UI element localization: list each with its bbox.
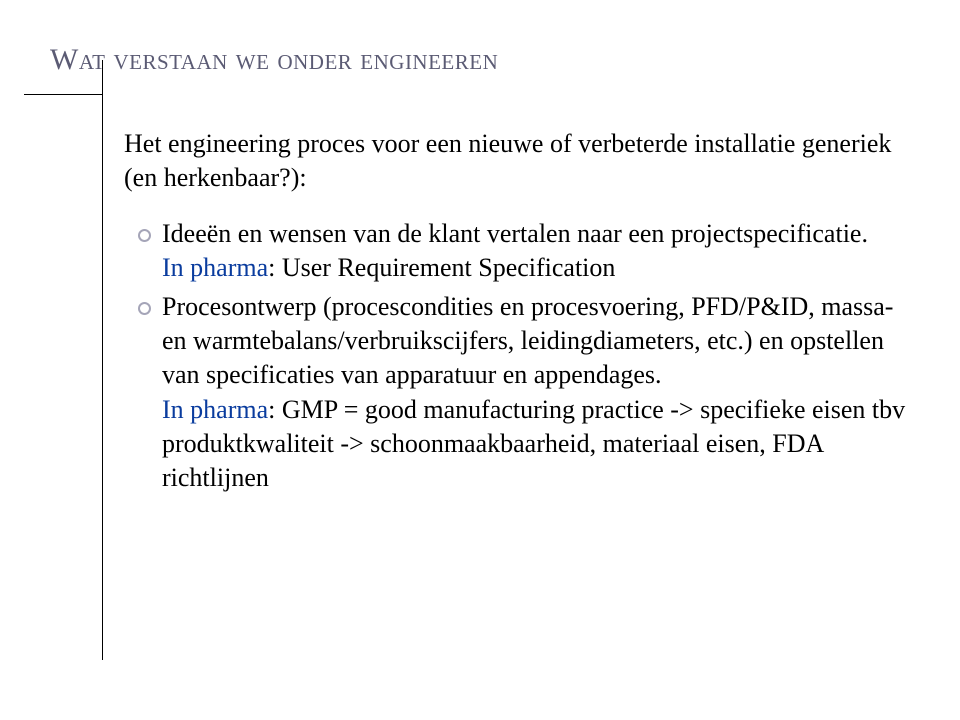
slide: Wat verstaan we onder engineeren Het eng… [0,0,960,720]
list-item: Procesontwerp (procescondities en proces… [162,290,910,496]
bullet-list: Ideeën en wensen van de klant vertalen n… [124,217,910,496]
bullet-post-text: : User Requirement Specification [268,253,615,282]
bullet-pre-text: Procesontwerp (procescondities en proces… [162,292,893,390]
divider-vertical [102,60,103,660]
lead-paragraph: Het engineering proces voor een nieuwe o… [124,127,910,196]
slide-body: Het engineering proces voor een nieuwe o… [50,95,910,496]
bullet-post-text: : GMP = good manufacturing practice -> s… [162,395,905,493]
highlight-label: In pharma [162,395,268,424]
list-item: Ideeën en wensen van de klant vertalen n… [162,217,910,286]
slide-title: Wat verstaan we onder engineeren [50,44,910,76]
highlight-label: In pharma [162,253,268,282]
bullet-pre-text: Ideeën en wensen van de klant vertalen n… [162,219,868,248]
